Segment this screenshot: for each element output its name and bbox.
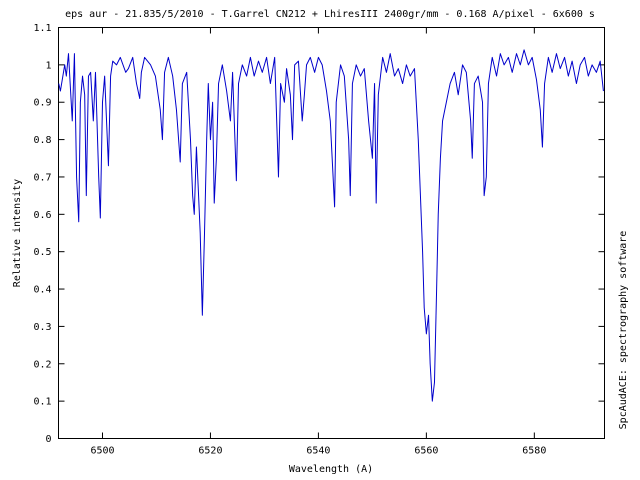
side-note: SpcAudACE: spectrography software bbox=[618, 231, 629, 430]
y-tick-label: 0 bbox=[45, 434, 51, 445]
y-tick-label: 1 bbox=[45, 60, 51, 71]
y-tick-label: 0.5 bbox=[33, 247, 51, 258]
y-tick-label: 0.6 bbox=[33, 210, 51, 221]
y-axis-label: Relative intensity bbox=[12, 179, 23, 287]
y-tick-label: 0.7 bbox=[33, 172, 51, 183]
y-tick-label: 1.1 bbox=[33, 23, 51, 34]
y-tick-label: 0.8 bbox=[33, 135, 51, 146]
x-axis-label: Wavelength (A) bbox=[289, 464, 373, 475]
spectrum-line bbox=[58, 49, 604, 402]
y-tick-label: 0.2 bbox=[33, 359, 51, 370]
x-tick-label: 6520 bbox=[198, 446, 222, 457]
x-tick-label: 6540 bbox=[306, 446, 330, 457]
y-tick-label: 0.1 bbox=[33, 397, 51, 408]
x-tick-label: 6560 bbox=[414, 446, 438, 457]
y-tick-label: 0.3 bbox=[33, 322, 51, 333]
x-tick-label: 6500 bbox=[90, 446, 114, 457]
x-tick-label: 6580 bbox=[522, 446, 546, 457]
y-tick-label: 0.4 bbox=[33, 285, 51, 296]
chart-title: eps aur - 21.835/5/2010 - T.Garrel CN212… bbox=[65, 9, 595, 20]
plot-frame bbox=[58, 27, 605, 439]
y-tick-label: 0.9 bbox=[33, 98, 51, 109]
